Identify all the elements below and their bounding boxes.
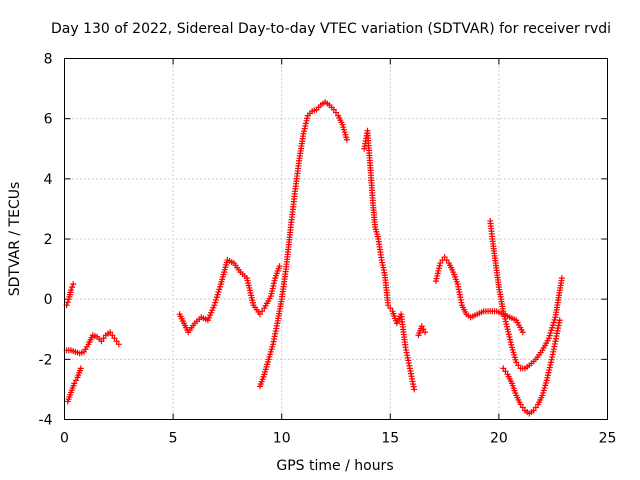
y-tick-label: 2	[44, 232, 53, 248]
data-point	[98, 338, 105, 345]
data-point	[548, 327, 555, 334]
series-arc-4	[176, 257, 283, 336]
data-point	[216, 286, 223, 293]
data-point	[556, 317, 563, 324]
x-axis-label: GPS time / hours	[276, 458, 393, 474]
data-point	[502, 368, 509, 375]
series-arc-7	[415, 323, 429, 339]
y-tick-label: -4	[39, 413, 53, 429]
data-point	[517, 401, 524, 408]
series-arc-2	[63, 329, 122, 357]
data-point	[549, 322, 556, 329]
data-point	[215, 289, 222, 296]
data-points	[63, 99, 565, 417]
data-point	[333, 109, 339, 116]
data-point	[70, 281, 77, 288]
data-point	[385, 302, 392, 309]
data-point	[214, 291, 221, 298]
data-point	[64, 299, 71, 306]
data-point	[519, 329, 526, 336]
data-point	[545, 335, 552, 342]
data-point	[418, 323, 425, 330]
data-point	[109, 332, 116, 339]
y-tick-label: 4	[44, 172, 53, 188]
series-arc-5	[256, 99, 350, 390]
data-point	[212, 296, 219, 303]
data-point	[515, 362, 522, 369]
data-point	[387, 305, 394, 312]
y-tick-label: 0	[44, 292, 53, 308]
data-point	[437, 260, 444, 267]
data-point	[77, 365, 84, 372]
data-point	[519, 404, 526, 411]
data-point	[343, 136, 350, 143]
series-arc-6	[361, 127, 418, 393]
x-tick-label: 25	[599, 431, 617, 447]
data-point	[443, 257, 450, 264]
data-point	[259, 308, 266, 315]
data-point	[513, 359, 520, 366]
x-tick-label: 20	[490, 431, 508, 447]
x-tick-label: 15	[381, 431, 399, 447]
data-point	[551, 316, 558, 323]
data-point	[420, 326, 427, 333]
data-point	[115, 341, 122, 348]
data-point	[546, 332, 553, 339]
axis-ticks: 0 5 10 15 20 25 -4 -2 0 2 4 6 8	[39, 52, 617, 447]
data-point	[422, 329, 429, 336]
data-point	[549, 324, 556, 331]
series-arc-8	[432, 254, 526, 336]
data-point	[113, 338, 120, 345]
data-point	[107, 329, 114, 336]
data-point	[532, 404, 539, 411]
data-point	[68, 287, 75, 294]
data-point	[330, 106, 337, 113]
data-point	[550, 319, 557, 326]
data-point	[500, 365, 507, 372]
series-arc-3	[64, 365, 84, 405]
data-point	[72, 377, 79, 384]
data-point	[71, 380, 78, 387]
data-point	[276, 263, 283, 270]
y-tick-label: 6	[44, 112, 53, 128]
data-point	[100, 335, 107, 342]
plot-frame	[64, 58, 608, 420]
data-point	[217, 283, 224, 290]
data-point	[411, 386, 418, 393]
y-tick-label: 8	[44, 52, 53, 68]
x-tick-label: 5	[169, 431, 178, 447]
data-point	[213, 294, 220, 301]
x-tick-label: 10	[273, 431, 291, 447]
y-axis-label: SDTVAR / TECUs	[7, 182, 23, 297]
data-point	[111, 335, 118, 342]
series-arc-1	[63, 281, 77, 309]
data-point	[547, 330, 554, 337]
data-point	[69, 284, 76, 291]
data-point	[441, 254, 448, 261]
chart-title: Day 130 of 2022, Sidereal Day-to-day VTE…	[51, 21, 611, 37]
series-arc-10	[500, 317, 563, 417]
data-point	[211, 302, 218, 309]
y-tick-label: -2	[39, 352, 53, 368]
data-point	[558, 275, 565, 282]
series-arc-9	[487, 217, 565, 372]
x-tick-label: 0	[60, 431, 69, 447]
data-point	[212, 299, 219, 306]
data-point	[530, 407, 537, 414]
data-point	[256, 311, 263, 318]
